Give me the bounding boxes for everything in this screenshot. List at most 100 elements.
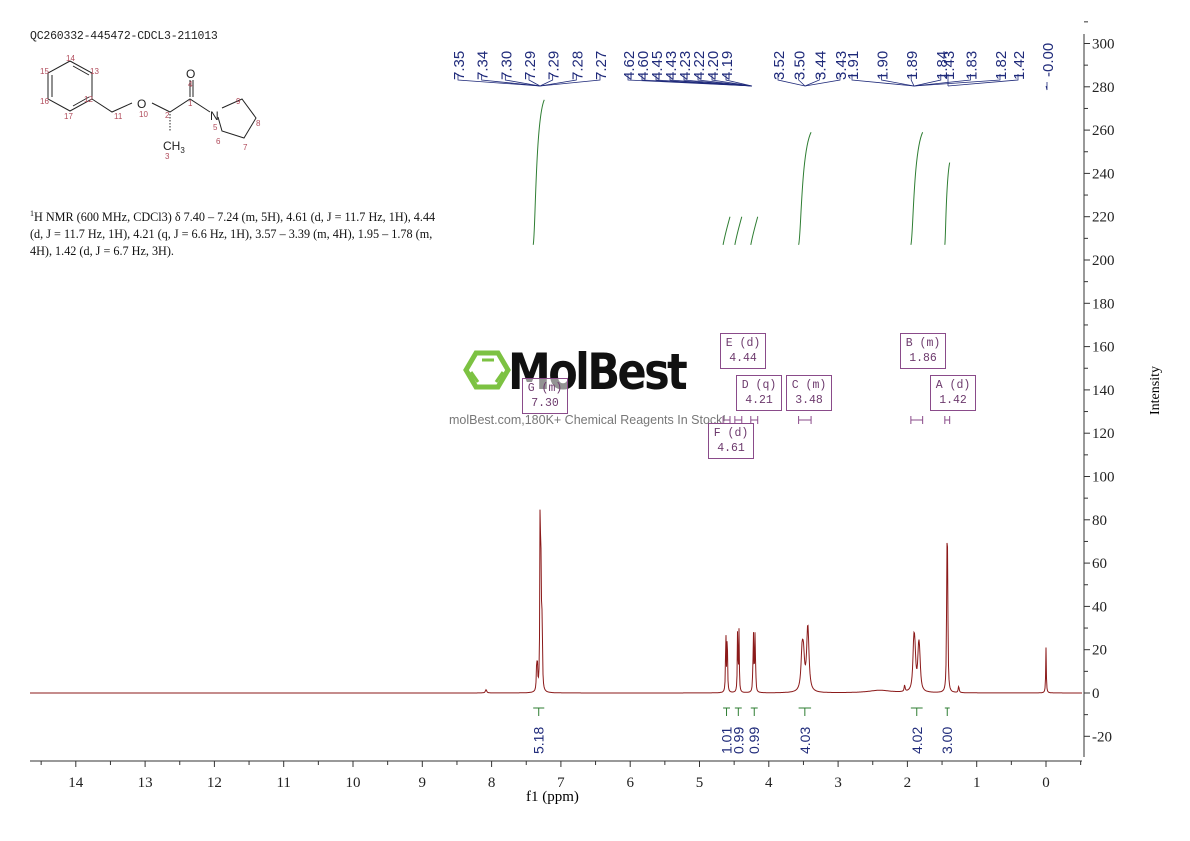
svg-text:12: 12 — [84, 95, 93, 104]
y-tick-label: 220 — [1092, 210, 1115, 226]
y-tick-label: 240 — [1092, 166, 1115, 182]
peak-pick-label: 4.45 — [649, 51, 666, 80]
y-tick-label: 280 — [1092, 80, 1115, 96]
x-tick-label: 11 — [276, 775, 290, 791]
peak-pick-label: 7.35 — [451, 51, 468, 80]
y-tick-label: 0 — [1092, 686, 1100, 702]
peak-pick-label: 4.23 — [677, 51, 694, 80]
peak-pick-label: 4.19 — [719, 51, 736, 80]
watermark-subtitle: molBest.com,180K+ Chemical Reagents In S… — [449, 413, 726, 427]
peak-pick-label: 7.34 — [475, 51, 492, 80]
peak-pick-label: 4.43 — [663, 51, 680, 80]
integral-value: 4.03 — [797, 727, 813, 754]
svg-text:10: 10 — [139, 110, 148, 119]
multiplet-box-c: C (m) 3.48 — [786, 375, 832, 411]
spectrum-trace — [30, 509, 1082, 694]
svg-text:O: O — [186, 67, 195, 81]
svg-text:7: 7 — [243, 143, 248, 152]
svg-text:6: 6 — [216, 137, 221, 146]
y-tick-label: 80 — [1092, 513, 1107, 529]
x-tick-label: 2 — [904, 775, 912, 791]
x-tick-label: 7 — [557, 775, 565, 791]
multiplet-box-b: B (m) 1.86 — [900, 333, 946, 369]
x-tick-label: 13 — [138, 775, 153, 791]
y-tick-label: 160 — [1092, 340, 1115, 356]
y-tick-label: 120 — [1092, 426, 1115, 442]
svg-text:8: 8 — [256, 119, 261, 128]
molecule-atoms: O O N CH3 — [137, 67, 219, 155]
multiplet-box-e: E (d) 4.44 — [720, 333, 766, 369]
peak-pick-label: 1.89 — [904, 51, 921, 80]
peak-pick-label: 7.30 — [498, 51, 515, 80]
multiplet-range-brackets — [722, 416, 951, 424]
x-tick-label: 9 — [419, 775, 427, 791]
molbest-logo-icon — [463, 350, 511, 390]
peak-pick-label: -0.00 — [1040, 43, 1057, 77]
peak-pick-label: 3.43 — [833, 51, 850, 80]
peak-pick-label: 1.91 — [845, 51, 862, 80]
y-tick-label: -20 — [1092, 729, 1112, 745]
svg-text:O: O — [137, 97, 146, 111]
y-tick-label: 100 — [1092, 470, 1115, 486]
svg-text:14: 14 — [66, 54, 75, 63]
peak-pick-label: 7.28 — [569, 51, 586, 80]
molecule-structure — [47, 60, 257, 139]
svg-text:13: 13 — [90, 67, 99, 76]
x-tick-label: 3 — [834, 775, 842, 791]
x-tick-label: 14 — [68, 775, 84, 791]
svg-text:1: 1 — [188, 99, 193, 108]
peak-pick-label: 3.52 — [771, 51, 788, 80]
x-tick-label: 10 — [346, 775, 361, 791]
x-tick-label: 5 — [696, 775, 704, 791]
peak-pick-label: 4.22 — [691, 51, 708, 80]
peak-pick-label: 1.90 — [875, 51, 892, 80]
sample-id: QC260332-445472-CDCL3-211013 — [30, 30, 218, 43]
y-axis: -20 0 20 40 60 80 100 120 140 160 180 200 220 240 260 2… — [1083, 21, 1115, 757]
peak-pick-label: 1.84 — [934, 51, 951, 80]
x-axis: 14 13 12 11 10 9 8 7 6 5 4 3 2 1 0 — [30, 760, 1082, 791]
y-tick-label: 300 — [1092, 37, 1115, 53]
svg-text:2: 2 — [165, 111, 170, 120]
multiplet-box-d: D (q) 4.21 — [736, 375, 782, 411]
svg-text:16: 16 — [40, 97, 49, 106]
peak-pick-label: 3.50 — [792, 51, 809, 80]
peak-pick-label: 1.42 — [1011, 51, 1028, 80]
x-tick-label: 8 — [488, 775, 496, 791]
peak-pick-label: 7.29 — [522, 51, 539, 80]
multiplet-box-a: A (d) 1.42 — [930, 375, 976, 411]
svg-text:9: 9 — [236, 97, 241, 106]
multiplet-box-f: F (d) 4.61 — [708, 423, 754, 459]
peak-pick-label: 4.20 — [705, 51, 722, 80]
integral-curves — [532, 99, 951, 246]
y-tick-label: 40 — [1092, 599, 1107, 615]
y-tick-label: 200 — [1092, 253, 1115, 269]
svg-text:4: 4 — [188, 80, 193, 89]
integral-value: 0.99 — [730, 727, 746, 754]
peak-pick-label: 4.62 — [621, 51, 638, 80]
svg-text:17: 17 — [64, 112, 73, 121]
svg-text:15: 15 — [40, 67, 49, 76]
y-tick-label: 260 — [1092, 123, 1115, 139]
y-tick-label: 60 — [1092, 556, 1107, 572]
x-tick-label: 1 — [973, 775, 981, 791]
y-axis-label: Intensity — [1148, 366, 1163, 415]
svg-text:5: 5 — [213, 123, 218, 132]
integral-markers: 5.18 1.010.99 0.99 4.03 4.02 3.00 — [531, 707, 955, 754]
integral-value: 3.00 — [939, 727, 955, 754]
x-axis-label: f1 (ppm) — [526, 789, 579, 805]
peak-pick-label: 1.82 — [993, 51, 1010, 80]
svg-text:3: 3 — [165, 152, 170, 161]
integral-value: 5.18 — [531, 727, 547, 754]
nmr-description: 1H NMR (600 MHz, CDCl3) δ 7.40 – 7.24 (m… — [30, 209, 436, 259]
x-tick-label: 0 — [1042, 775, 1050, 791]
x-tick-label: 4 — [765, 775, 773, 791]
svg-text:CH3: CH3 — [163, 139, 185, 155]
svg-text:11: 11 — [114, 112, 123, 121]
multiplet-box-g: G (m) 7.30 — [522, 378, 568, 414]
peak-pick-labels: 7.35 7.34 7.30 7.29 7.29 7.28 7.27 4.624.604.45… — [451, 43, 1057, 91]
y-tick-label: 20 — [1092, 643, 1107, 659]
peak-pick-label: 4.60 — [635, 51, 652, 80]
x-tick-label: 12 — [207, 775, 222, 791]
